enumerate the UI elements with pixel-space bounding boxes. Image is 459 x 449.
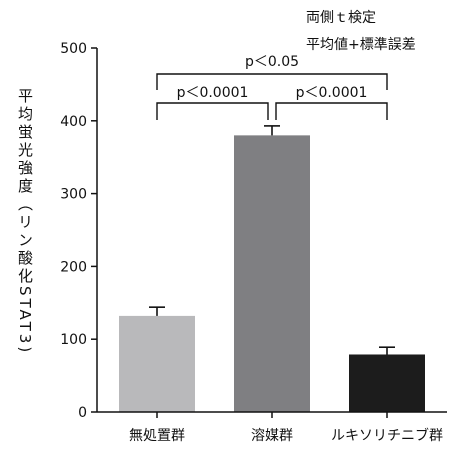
significance-bracket-0 (156, 102, 269, 120)
y-tick-label-3: 300 (60, 187, 87, 203)
bar-1 (234, 135, 310, 413)
y-tick-label-2: 200 (60, 259, 87, 275)
x-tick-label-0: 無処置群 (129, 428, 185, 444)
y-tick-label-5: 500 (60, 41, 87, 57)
y-axis-label: 平均蛍光強度（リン酸化STAT3) (16, 88, 34, 356)
bar-0 (119, 315, 195, 412)
x-tick-label-2: ルキソリチニブ群 (331, 427, 443, 444)
chart-marks: 無処置群 溶媒群 ルキソリチニブ群 0 100 200 300 400 500 p＜0.0001 p… (60, 41, 447, 444)
significance-bracket-1 (275, 102, 388, 120)
significance-label-1: p＜0.0001 (296, 85, 368, 101)
significance-label-0: p＜0.0001 (177, 85, 249, 101)
significance-bracket-2 (156, 73, 388, 90)
y-tick-label-4: 400 (60, 114, 87, 130)
significance-label-2: p＜0.05 (245, 54, 299, 70)
annotation-stat: 平均値+標準誤差 (306, 37, 416, 53)
y-tick-label-0: 0 (78, 405, 87, 421)
x-tick-label-1: 溶媒群 (251, 428, 293, 444)
y-tick-label-1: 100 (60, 332, 87, 348)
bar-2 (349, 354, 425, 412)
annotation-test: 両側ｔ検定 (306, 10, 376, 26)
